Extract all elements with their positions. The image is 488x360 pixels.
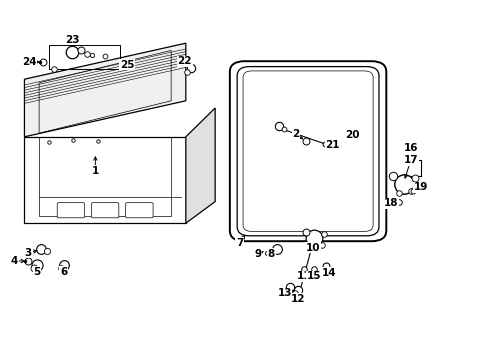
Text: 7: 7	[235, 238, 243, 248]
Text: 24: 24	[22, 57, 37, 67]
Polygon shape	[24, 137, 185, 223]
Text: 12: 12	[290, 294, 305, 304]
Text: 20: 20	[344, 130, 359, 140]
Text: 23: 23	[65, 35, 80, 45]
Text: 4: 4	[11, 256, 19, 266]
Polygon shape	[24, 43, 185, 137]
Text: 25: 25	[120, 60, 134, 70]
Text: 11: 11	[296, 271, 311, 282]
FancyBboxPatch shape	[237, 67, 378, 236]
Text: 3: 3	[25, 248, 32, 258]
FancyBboxPatch shape	[91, 203, 119, 218]
Text: 13: 13	[277, 288, 291, 298]
Text: 10: 10	[305, 243, 320, 253]
Text: 19: 19	[412, 182, 427, 192]
Text: 6: 6	[60, 267, 67, 277]
Text: 8: 8	[267, 249, 274, 259]
Text: 2: 2	[292, 129, 299, 139]
FancyBboxPatch shape	[57, 203, 84, 218]
Text: 22: 22	[177, 56, 192, 66]
Text: 21: 21	[325, 140, 339, 150]
Text: 9: 9	[254, 249, 261, 259]
FancyBboxPatch shape	[125, 203, 153, 218]
Text: 17: 17	[403, 155, 417, 165]
Polygon shape	[185, 108, 215, 223]
Text: 14: 14	[321, 268, 336, 278]
FancyBboxPatch shape	[229, 61, 386, 241]
Text: 15: 15	[306, 271, 321, 282]
Text: 1: 1	[92, 166, 99, 176]
FancyBboxPatch shape	[243, 71, 372, 231]
Text: 16: 16	[403, 143, 417, 153]
Text: 18: 18	[383, 198, 398, 208]
Text: 5: 5	[34, 267, 41, 277]
